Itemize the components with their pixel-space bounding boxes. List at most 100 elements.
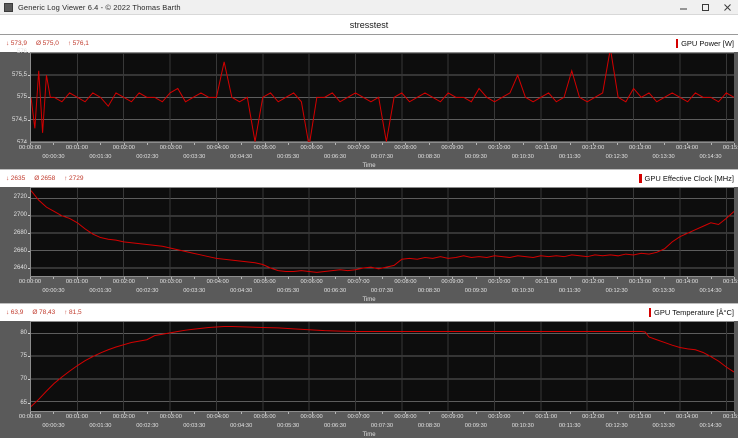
maximize-icon[interactable] (694, 0, 716, 14)
y-tick-label: 70 (20, 376, 30, 383)
x-tick-label: 00:03:00 (159, 279, 182, 286)
average-icon: Ø (36, 40, 42, 47)
stat-max-value: 2729 (69, 174, 84, 182)
x-tick-mark (499, 142, 501, 145)
x-tick-mark (663, 412, 665, 415)
stat-min-value: 63,9 (10, 309, 24, 317)
y-tick-label: 2720 (13, 194, 31, 201)
x-tick-label: 00:00:30 (42, 423, 65, 430)
stat-avg: Ø 78,43 (32, 309, 55, 316)
stats-gpu-effective-clock: ↓ 2635 Ø 2658 ↑ 2729 (6, 175, 83, 182)
x-tick-label: 00:07:00 (347, 414, 370, 421)
stat-avg: Ø 2658 (34, 175, 55, 182)
x-tick-label: 00:15:00 (722, 279, 738, 286)
legend-gpu-temperature[interactable]: GPU Temperature [Â°C] (648, 308, 734, 318)
x-tick-label: 00:12:00 (582, 144, 605, 151)
plot-area-gpu-temperature[interactable] (30, 321, 734, 413)
x-tick-label: 00:01:00 (65, 144, 88, 151)
x-tick-label: 00:06:30 (323, 423, 347, 430)
x-tick-mark (76, 142, 78, 145)
x-tick-mark (710, 412, 712, 415)
x-tick-mark (452, 277, 454, 280)
title-bar: Generic Log Viewer 6.4 - © 2022 Thomas B… (0, 0, 738, 15)
x-tick-mark (100, 277, 102, 280)
x-tick-label: 00:13:00 (629, 414, 652, 421)
x-tick-mark (53, 412, 55, 415)
x-tick-mark (147, 277, 149, 280)
x-tick-mark (100, 142, 102, 145)
x-tick-label: 00:05:00 (253, 279, 276, 286)
x-tick-mark (593, 142, 595, 145)
x-tick-label: 00:13:00 (629, 279, 652, 286)
minimize-icon[interactable] (672, 0, 694, 14)
x-tick-mark (217, 142, 219, 145)
x-tick-label: 00:13:30 (652, 288, 675, 295)
stat-min: ↓ 63,9 (6, 309, 23, 316)
plot-wrapper-gpu-temperature: 80 75 70 65 (0, 321, 738, 413)
x-tick-mark (53, 142, 55, 145)
close-icon[interactable] (716, 0, 738, 14)
x-tick-mark (217, 412, 219, 415)
x-tick-container: 00:00:00 00:00:30 00:01:00 00:01:30 00:02:00… (19, 412, 738, 438)
x-tick-label: 00:15:00 (722, 144, 738, 151)
window-title: Generic Log Viewer 6.4 - © 2022 Thomas B… (18, 2, 181, 12)
x-axis-label: Time (362, 432, 376, 438)
x-tick-mark (264, 412, 266, 415)
arrow-down-icon: ↓ (6, 309, 10, 317)
x-tick-mark (616, 142, 618, 145)
x-tick-mark (194, 277, 196, 280)
plot-right-pad (734, 186, 738, 278)
x-tick-label: 00:09:30 (464, 288, 487, 295)
x-tick-label: 00:14:30 (699, 288, 722, 295)
x-tick-label: 00:14:00 (675, 279, 699, 286)
x-tick-mark (30, 412, 31, 415)
x-tick-mark (452, 142, 454, 145)
x-tick-mark (358, 412, 360, 415)
x-tick-mark (194, 142, 196, 145)
legend-color-swatch (648, 308, 652, 318)
x-tick-mark (382, 412, 383, 415)
x-tick-label: 00:06:00 (300, 279, 323, 286)
x-tick-label: 00:14:30 (699, 423, 722, 430)
x-tick-label: 00:12:00 (582, 414, 605, 421)
x-tick-mark (123, 277, 125, 280)
x-tick-label: 00:05:30 (277, 288, 300, 295)
legend-gpu-power[interactable]: GPU Power [W] (675, 39, 734, 48)
x-tick-mark (475, 277, 477, 280)
x-tick-mark (546, 142, 548, 145)
x-tick-mark (452, 412, 454, 415)
x-tick-label: 00:00:00 (18, 414, 42, 421)
x-tick-mark (405, 277, 407, 280)
average-icon: Ø (32, 309, 38, 317)
chart-panel-gpu-power: ↓ 573,9 Ø 575,0 ↑ 576,1 GPU Power [W] 57… (0, 35, 738, 170)
page-title: stresstest (0, 15, 738, 35)
x-tick-mark (170, 412, 172, 415)
stat-min-value: 573,9 (10, 40, 28, 47)
plot-area-gpu-power[interactable] (30, 52, 734, 143)
plot-area-gpu-effective-clock[interactable] (30, 186, 734, 278)
x-tick-label: 00:12:30 (605, 423, 628, 430)
y-tick-label: 574,5 (11, 117, 31, 123)
chart-panel-gpu-effective-clock: ↓ 2635 Ø 2658 ↑ 2729 GPU Effective Clock… (0, 169, 738, 305)
x-tick-mark (522, 412, 524, 415)
x-tick-label: 00:02:30 (136, 423, 159, 430)
x-tick-mark (593, 277, 595, 280)
legend-gpu-effective-clock[interactable]: GPU Effective Clock [MHz] (639, 173, 734, 183)
stat-min: ↓ 2635 (6, 175, 25, 182)
y-tick-label: 576 (16, 49, 31, 55)
x-tick-mark (687, 277, 689, 280)
x-tick-label: 00:01:00 (65, 414, 88, 421)
x-tick-mark (475, 412, 477, 415)
x-tick-label: 00:04:30 (230, 153, 253, 160)
x-tick-label: 00:04:30 (230, 288, 253, 295)
x-tick-label: 00:00:30 (42, 288, 65, 295)
x-tick-label: 00:10:30 (511, 153, 534, 160)
x-tick-mark (241, 142, 243, 145)
x-tick-mark (734, 412, 735, 415)
x-tick-mark (569, 277, 571, 280)
panel-header-gpu-temperature: ↓ 63,9 Ø 78,43 ↑ 81,5 GPU Temperature [Â… (0, 304, 738, 322)
x-tick-mark (640, 412, 642, 415)
x-tick-mark (335, 277, 337, 280)
x-tick-mark (734, 277, 735, 280)
